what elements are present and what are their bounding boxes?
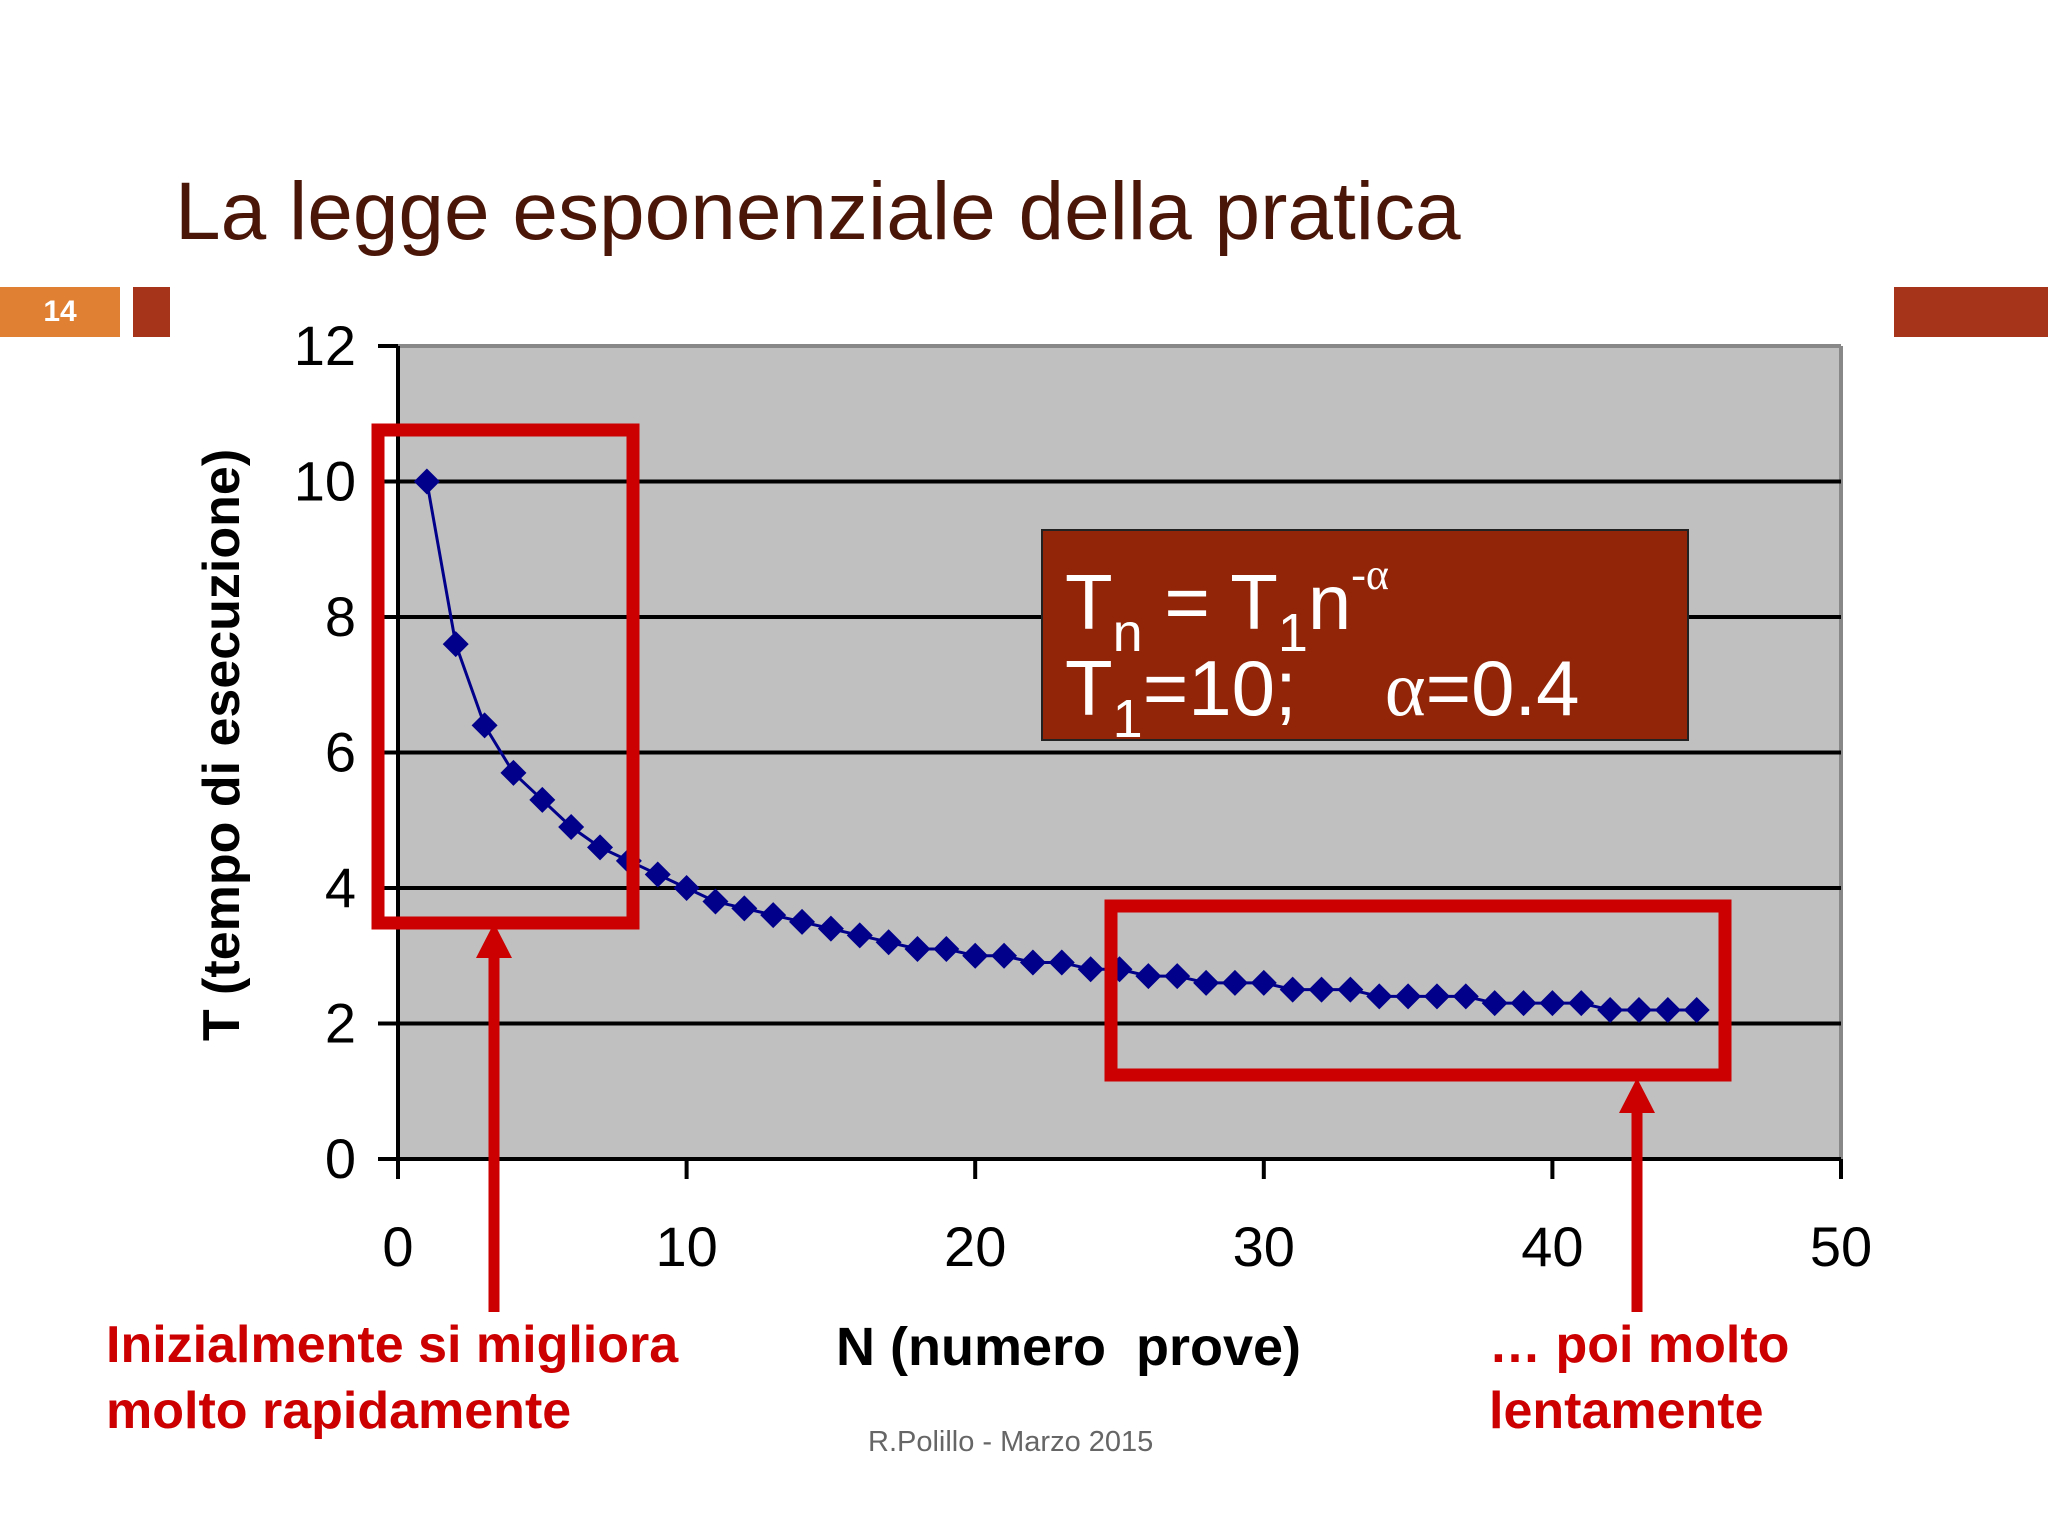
x-tick-label: 20: [944, 1215, 1006, 1278]
slide-number: 14: [0, 287, 120, 337]
data-point: [644, 861, 671, 888]
data-point: [1193, 969, 1220, 996]
data-point: [1279, 976, 1306, 1003]
arrow-left-head: [476, 923, 512, 958]
data-point: [1539, 990, 1566, 1017]
data-point: [673, 875, 700, 901]
data-point: [1250, 969, 1277, 996]
data-point: [587, 834, 614, 861]
data-point: [1395, 983, 1422, 1010]
x-tick-label: 40: [1521, 1215, 1583, 1278]
annotation-right-line-2: lentamente: [1489, 1382, 1764, 1440]
data-point: [1337, 976, 1364, 1003]
annotation-left: Inizialmente si migliora molto rapidamen…: [106, 1312, 678, 1444]
data-point: [1221, 969, 1248, 996]
y-tick-label: 0: [325, 1127, 356, 1190]
data-point: [904, 935, 931, 962]
data-point: [1423, 983, 1450, 1010]
data-point: [442, 631, 469, 658]
data-point: [933, 935, 960, 962]
arrow-right-head: [1619, 1078, 1655, 1113]
data-point: [789, 908, 816, 935]
decorative-block: [133, 287, 170, 337]
data-point: [991, 942, 1018, 969]
data-point: [1625, 996, 1652, 1023]
data-point: [1164, 963, 1191, 990]
formula-box: Tn = T1n-α T1=10; α=0.4: [1041, 529, 1689, 749]
data-point: [962, 942, 989, 969]
y-tick-label: 2: [325, 992, 356, 1055]
annotation-right: … poi molto lentamente: [1489, 1312, 1789, 1444]
formula-line-1: Tn = T1n-α: [1065, 550, 1389, 663]
data-point: [1019, 949, 1046, 976]
data-point: [760, 902, 787, 929]
y-tick-label: 4: [325, 856, 356, 919]
decorative-bar: [1894, 287, 2048, 337]
data-point: [1452, 983, 1479, 1010]
data-point: [817, 915, 844, 942]
annotation-left-line-2: molto rapidamente: [106, 1382, 572, 1440]
annotation-left-line-1: Inizialmente si migliora: [106, 1316, 679, 1374]
y-axis-label: T (tempo di esecuzione): [193, 448, 251, 1042]
data-point: [558, 814, 585, 841]
slide-title: La legge esponenziale della pratica: [175, 166, 1461, 257]
x-tick-label: 30: [1233, 1215, 1295, 1278]
data-point: [471, 712, 498, 739]
highlight-box-later: [1104, 899, 1732, 1082]
x-axis-label: N (numero prove): [836, 1317, 1302, 1377]
x-tick-label: 50: [1810, 1215, 1872, 1278]
x-tick-label: 10: [655, 1215, 717, 1278]
data-point: [731, 895, 758, 922]
data-point: [702, 888, 729, 915]
data-point: [1654, 996, 1681, 1023]
data-point: [1077, 956, 1104, 983]
data-point: [1568, 990, 1595, 1017]
data-point: [529, 786, 556, 813]
annotation-right-line-1: … poi molto: [1489, 1316, 1790, 1374]
footer: R.Polillo - Marzo 2015: [868, 1426, 1154, 1458]
y-tick-label: 10: [294, 450, 356, 513]
data-point: [1597, 996, 1624, 1023]
data-point: [1135, 963, 1162, 990]
y-tick-label: 8: [325, 585, 356, 648]
data-point: [1048, 949, 1075, 976]
x-tick-label: 0: [382, 1215, 413, 1278]
data-point: [1308, 976, 1335, 1003]
data-point: [500, 759, 527, 786]
data-point: [846, 922, 873, 949]
highlight-box-initial: [371, 423, 640, 930]
formula-line-2: T1=10; α=0.4: [1065, 644, 1580, 749]
data-point: [1366, 983, 1393, 1010]
y-tick-label: 12: [294, 314, 356, 377]
data-point: [875, 929, 902, 956]
data-point: [1481, 990, 1508, 1017]
y-tick-label: 6: [325, 721, 356, 784]
data-point: [1683, 996, 1710, 1023]
data-point: [1510, 990, 1537, 1017]
data-point: [413, 468, 440, 495]
